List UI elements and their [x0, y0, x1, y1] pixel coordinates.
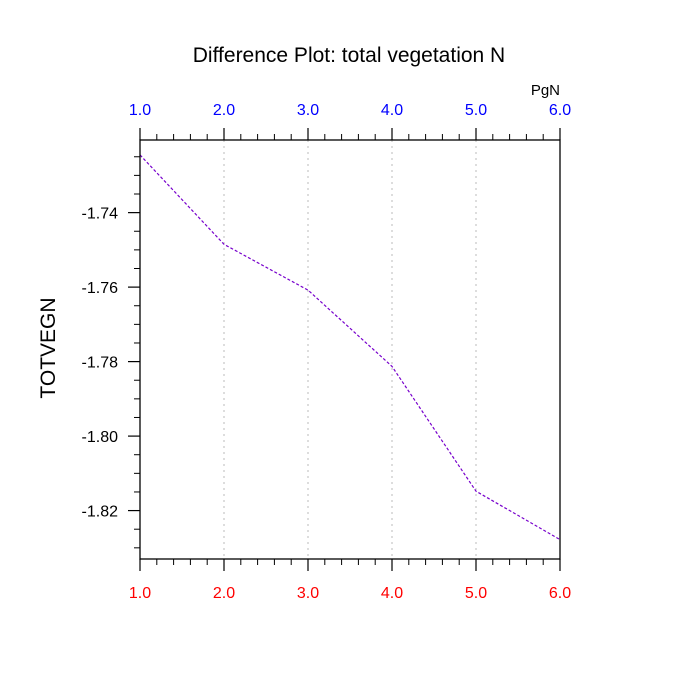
- bottom-x-tick-labels: 1.0 2.0 3.0 4.0 5.0 6.0: [129, 585, 571, 602]
- y-tick-label: -1.82: [82, 504, 119, 521]
- y-tick-labels: -1.74 -1.76 -1.78 -1.80 -1.82: [82, 206, 119, 521]
- x-tick-label-bottom: 2.0: [213, 585, 235, 602]
- y-tick-label: -1.78: [82, 355, 119, 372]
- y-tick-label: -1.76: [82, 280, 119, 297]
- x-tick-label-top: 1.0: [129, 102, 151, 119]
- x-tick-label-top: 5.0: [465, 102, 487, 119]
- units-label: PgN: [531, 82, 560, 99]
- chart-title: Difference Plot: total vegetation N: [193, 44, 505, 67]
- x-tick-label-bottom: 1.0: [129, 585, 151, 602]
- grid-lines: [223, 140, 477, 559]
- x-tick-label-top: 6.0: [549, 102, 571, 119]
- y-axis-label: TOTVEGN: [37, 297, 60, 398]
- series-group: [139, 154, 561, 541]
- x-tick-label-bottom: 5.0: [465, 585, 487, 602]
- x-tick-label-bottom: 4.0: [381, 585, 403, 602]
- y-tick-label: -1.74: [82, 206, 119, 223]
- series-line: [139, 154, 561, 541]
- major-ticks: [128, 128, 561, 571]
- x-tick-label-bottom: 6.0: [549, 585, 571, 602]
- x-tick-label-top: 2.0: [213, 102, 235, 119]
- x-tick-label-top: 3.0: [297, 102, 319, 119]
- top-x-tick-labels: 1.0 2.0 3.0 4.0 5.0 6.0: [129, 102, 571, 119]
- x-tick-label-top: 4.0: [381, 102, 403, 119]
- minor-ticks: [134, 134, 544, 565]
- plot-frame: [139, 139, 561, 560]
- y-tick-label: -1.80: [82, 429, 119, 446]
- x-tick-label-bottom: 3.0: [297, 585, 319, 602]
